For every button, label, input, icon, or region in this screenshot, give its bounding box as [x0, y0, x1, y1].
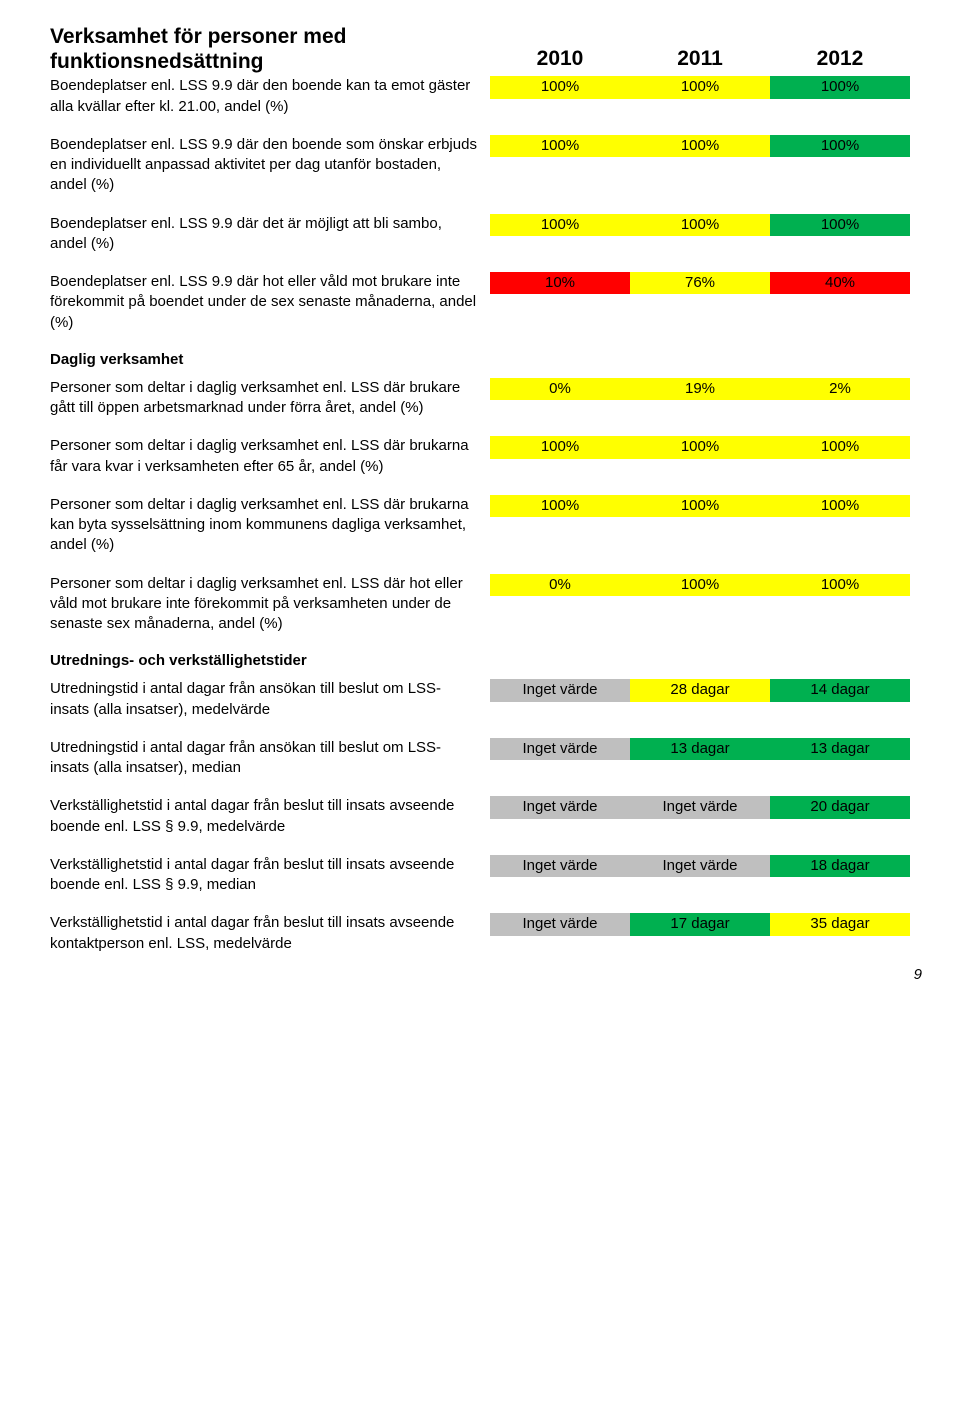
utred-label: Utredningstid i antal dagar från ansökan…: [50, 679, 490, 720]
daglig-cell: 0%: [490, 378, 630, 400]
metric-row: Boendeplatser enl. LSS 9.9 där hot eller…: [50, 272, 926, 333]
daglig-cell: 100%: [770, 436, 910, 458]
utred-row: Utredningstid i antal dagar från ansökan…: [50, 679, 926, 720]
metric-cell: 100%: [630, 76, 770, 98]
utred-cell: Inget värde: [490, 855, 630, 877]
year-col-2: 2012: [770, 44, 910, 74]
daglig-cell: 100%: [630, 574, 770, 596]
metric-cell: 76%: [630, 272, 770, 294]
metric-cell: 100%: [770, 135, 910, 157]
daglig-cell: 100%: [630, 436, 770, 458]
daglig-label: Personer som deltar i daglig verksamhet …: [50, 436, 490, 477]
daglig-label: Personer som deltar i daglig verksamhet …: [50, 495, 490, 556]
utred-cell: 35 dagar: [770, 913, 910, 935]
header-row: Verksamhet för personer med funktionsned…: [50, 24, 926, 74]
metric-label: Boendeplatser enl. LSS 9.9 där hot eller…: [50, 272, 490, 333]
utred-cell: 28 dagar: [630, 679, 770, 701]
metric-label: Boendeplatser enl. LSS 9.9 där den boend…: [50, 76, 490, 117]
utred-row: Verkställighetstid i antal dagar från be…: [50, 913, 926, 954]
utred-cell: Inget värde: [490, 913, 630, 935]
page-title-line2: funktionsnedsättning: [50, 49, 264, 74]
utred-cell: 20 dagar: [770, 796, 910, 818]
metric-row: Boendeplatser enl. LSS 9.9 där den boend…: [50, 135, 926, 196]
utred-row: Verkställighetstid i antal dagar från be…: [50, 796, 926, 837]
utred-cell: Inget värde: [630, 855, 770, 877]
page-number: 9: [50, 966, 926, 983]
daglig-cell: 2%: [770, 378, 910, 400]
daglig-row: Personer som deltar i daglig verksamhet …: [50, 378, 926, 419]
utred-cell: Inget värde: [630, 796, 770, 818]
metric-label: Boendeplatser enl. LSS 9.9 där det är mö…: [50, 214, 490, 255]
year-col-1: 2011: [630, 44, 770, 74]
daglig-cell: 19%: [630, 378, 770, 400]
page-title-line1: Verksamhet för personer med: [50, 24, 480, 49]
daglig-cell: 100%: [770, 495, 910, 517]
daglig-cell: 0%: [490, 574, 630, 596]
daglig-row: Personer som deltar i daglig verksamhet …: [50, 436, 926, 477]
utred-label: Verkställighetstid i antal dagar från be…: [50, 913, 490, 954]
metric-row: Boendeplatser enl. LSS 9.9 där det är mö…: [50, 214, 926, 255]
daglig-label: Personer som deltar i daglig verksamhet …: [50, 574, 490, 635]
section-heading-daglig: Daglig verksamhet: [50, 351, 926, 368]
utred-cell: Inget värde: [490, 679, 630, 701]
metric-cell: 100%: [490, 76, 630, 98]
metric-cell: 100%: [770, 214, 910, 236]
utred-row: Verkställighetstid i antal dagar från be…: [50, 855, 926, 896]
utred-cell: Inget värde: [490, 738, 630, 760]
daglig-label: Personer som deltar i daglig verksamhet …: [50, 378, 490, 419]
daglig-cell: 100%: [630, 495, 770, 517]
utred-cell: 13 dagar: [770, 738, 910, 760]
utred-cell: 17 dagar: [630, 913, 770, 935]
metric-cell: 10%: [490, 272, 630, 294]
utred-cell: 18 dagar: [770, 855, 910, 877]
metric-cell: 100%: [490, 214, 630, 236]
utred-cell: 14 dagar: [770, 679, 910, 701]
rows-container: Boendeplatser enl. LSS 9.9 där den boend…: [50, 76, 926, 333]
daglig-cell: 100%: [490, 436, 630, 458]
daglig-row: Personer som deltar i daglig verksamhet …: [50, 574, 926, 635]
metric-cell: 100%: [630, 214, 770, 236]
daglig-row: Personer som deltar i daglig verksamhet …: [50, 495, 926, 556]
utred-label: Utredningstid i antal dagar från ansökan…: [50, 738, 490, 779]
utred-cell: Inget värde: [490, 796, 630, 818]
metric-cell: 100%: [630, 135, 770, 157]
metric-label: Boendeplatser enl. LSS 9.9 där den boend…: [50, 135, 490, 196]
daglig-cell: 100%: [490, 495, 630, 517]
section3-container: Utredningstid i antal dagar från ansökan…: [50, 679, 926, 954]
utred-label: Verkställighetstid i antal dagar från be…: [50, 796, 490, 837]
utred-cell: 13 dagar: [630, 738, 770, 760]
year-col-0: 2010: [490, 44, 630, 74]
metric-row: Boendeplatser enl. LSS 9.9 där den boend…: [50, 76, 926, 117]
metric-cell: 100%: [490, 135, 630, 157]
utred-label: Verkställighetstid i antal dagar från be…: [50, 855, 490, 896]
utred-row: Utredningstid i antal dagar från ansökan…: [50, 738, 926, 779]
metric-cell: 100%: [770, 76, 910, 98]
section-heading-utrednings: Utrednings- och verkställighetstider: [50, 652, 926, 669]
daglig-cell: 100%: [770, 574, 910, 596]
section2-container: Personer som deltar i daglig verksamhet …: [50, 378, 926, 635]
metric-cell: 40%: [770, 272, 910, 294]
